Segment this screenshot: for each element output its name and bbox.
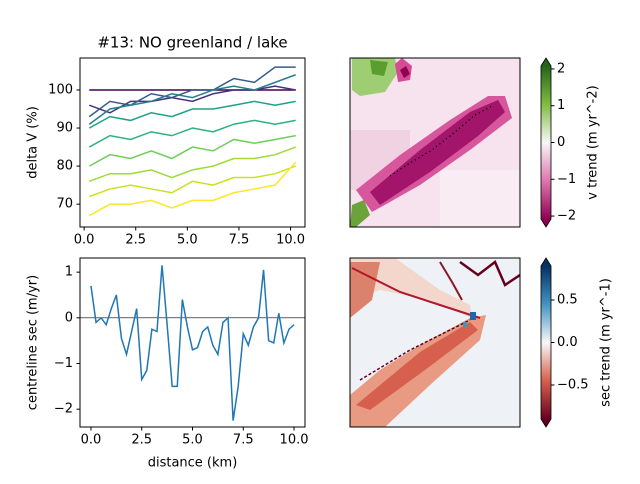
colorbar-label: v trend (m yr^-2)	[586, 85, 601, 199]
x-tick-label: 7.5	[233, 433, 254, 448]
heatmap-image	[350, 258, 520, 427]
axes-frame	[79, 257, 306, 428]
colorbar-tick-label: 0	[557, 135, 565, 150]
y-axis-label: delta V (%)	[26, 106, 41, 179]
data-line	[88, 66, 296, 118]
x-tick-label: 7.5	[229, 233, 250, 248]
colorbar-outline	[540, 257, 552, 428]
data-line	[88, 74, 296, 125]
colorbar	[541, 266, 551, 419]
x-tick-label: 0.0	[81, 433, 102, 448]
colorbar-extend	[541, 58, 551, 66]
data-line	[90, 265, 295, 421]
x-tick-label: 2.5	[125, 233, 146, 248]
colorbar-extend	[541, 258, 551, 266]
axes-frame	[79, 57, 306, 228]
colorbar-outline	[540, 57, 552, 228]
colorbar-tick-label: 2	[557, 61, 565, 76]
y-tick-label: 70	[56, 197, 73, 212]
y-tick-label: −1	[54, 356, 73, 371]
colorbar-tick-label: −0.5	[557, 378, 589, 393]
x-axis-label: distance (km)	[148, 456, 238, 471]
axes-frame	[349, 257, 521, 428]
x-tick-label: 5.0	[177, 233, 198, 248]
data-line	[89, 146, 296, 183]
y-tick-label: 1	[65, 265, 73, 280]
data-line	[88, 119, 296, 148]
y-tick-label: 100	[48, 82, 73, 97]
x-tick-label: 10.0	[280, 433, 309, 448]
colorbar	[541, 66, 551, 219]
colorbar-label: sec trend (m yr^-1)	[599, 278, 614, 407]
x-tick-label: 2.5	[131, 433, 152, 448]
data-line	[89, 165, 296, 198]
y-tick-label: 80	[56, 159, 73, 174]
y-tick-label: 0	[65, 310, 73, 325]
colorbar-extend	[541, 219, 551, 227]
heatmap-image	[350, 58, 520, 227]
chart-title: #13: NO greenland / lake	[97, 34, 287, 52]
y-tick-label: −2	[54, 402, 73, 417]
colorbar-tick-label: 1	[557, 98, 565, 113]
colorbar-tick-label: 0.0	[557, 335, 578, 350]
colorbar-tick-label: −1	[557, 172, 576, 187]
y-tick-label: 90	[56, 121, 73, 136]
colorbar-tick-label: 0.5	[557, 293, 578, 308]
x-tick-label: 0.0	[74, 233, 95, 248]
y-axis-label: centreline sec (m/yr)	[26, 275, 41, 410]
data-line	[88, 100, 296, 129]
colorbar-tick-label: −2	[557, 209, 576, 224]
data-line	[88, 161, 297, 217]
data-line	[89, 85, 296, 114]
x-tick-label: 10.0	[276, 233, 305, 248]
x-tick-label: 5.0	[182, 433, 203, 448]
colorbar-extend	[541, 419, 551, 427]
axes-frame	[349, 57, 521, 228]
data-line	[88, 134, 296, 167]
